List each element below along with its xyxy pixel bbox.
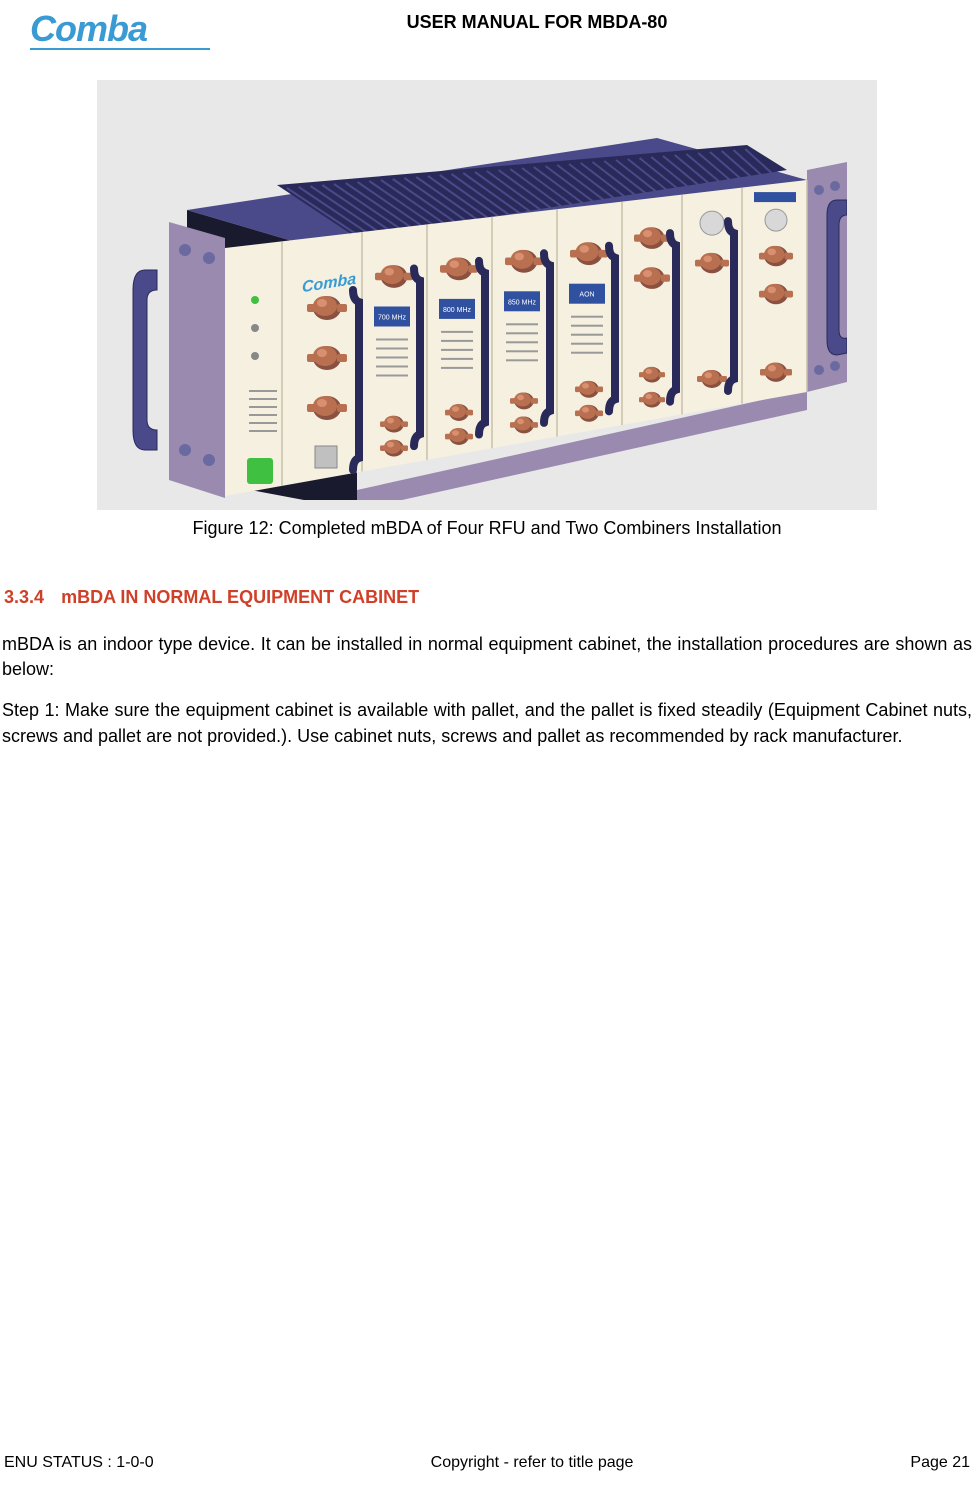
left-mount-ear: [169, 222, 225, 498]
device-illustration: Comba 700 MHz800 MHz850 MHzAON: [127, 90, 847, 500]
page-footer: ENU STATUS : 1-0-0 Copyright - refer to …: [0, 1454, 974, 1472]
mount-hole: [203, 454, 215, 466]
mount-hole: [814, 185, 824, 195]
mount-hole: [203, 252, 215, 264]
section-title: mBDA IN NORMAL EQUIPMENT CABINET: [61, 587, 419, 607]
page-title: USER MANUAL FOR MBDA-80: [130, 8, 944, 33]
section-heading: 3.3.4 mBDA IN NORMAL EQUIPMENT CABINET: [0, 587, 974, 608]
footer-copyright: Copyright - refer to title page: [431, 1454, 634, 1472]
figure-caption: Figure 12: Completed mBDA of Four RFU an…: [0, 518, 974, 539]
mount-hole: [179, 244, 191, 256]
mount-hole: [814, 365, 824, 375]
svg-text:850 MHz: 850 MHz: [508, 299, 537, 306]
mount-hole: [830, 361, 840, 371]
footer-page-number: Page 21: [910, 1454, 970, 1472]
mount-hole: [830, 181, 840, 191]
section-number: 3.3.4: [4, 587, 44, 607]
paragraph: mBDA is an indoor type device. It can be…: [0, 632, 974, 682]
page-content: Comba 700 MHz800 MHz850 MHzAON Figure 12…: [0, 50, 974, 749]
device-svg: Comba 700 MHz800 MHz850 MHzAON: [127, 90, 847, 500]
svg-text:AON: AON: [579, 292, 594, 299]
paragraph: Step 1: Make sure the equipment cabinet …: [0, 698, 974, 748]
svg-text:700 MHz: 700 MHz: [378, 314, 407, 321]
mount-hole: [179, 444, 191, 456]
page-header: Comba USER MANUAL FOR MBDA-80: [0, 0, 974, 50]
figure-image: Comba 700 MHz800 MHz850 MHzAON: [97, 80, 877, 510]
svg-text:800 MHz: 800 MHz: [443, 307, 472, 314]
left-handle: [133, 270, 157, 450]
footer-status: ENU STATUS : 1-0-0: [4, 1454, 154, 1472]
